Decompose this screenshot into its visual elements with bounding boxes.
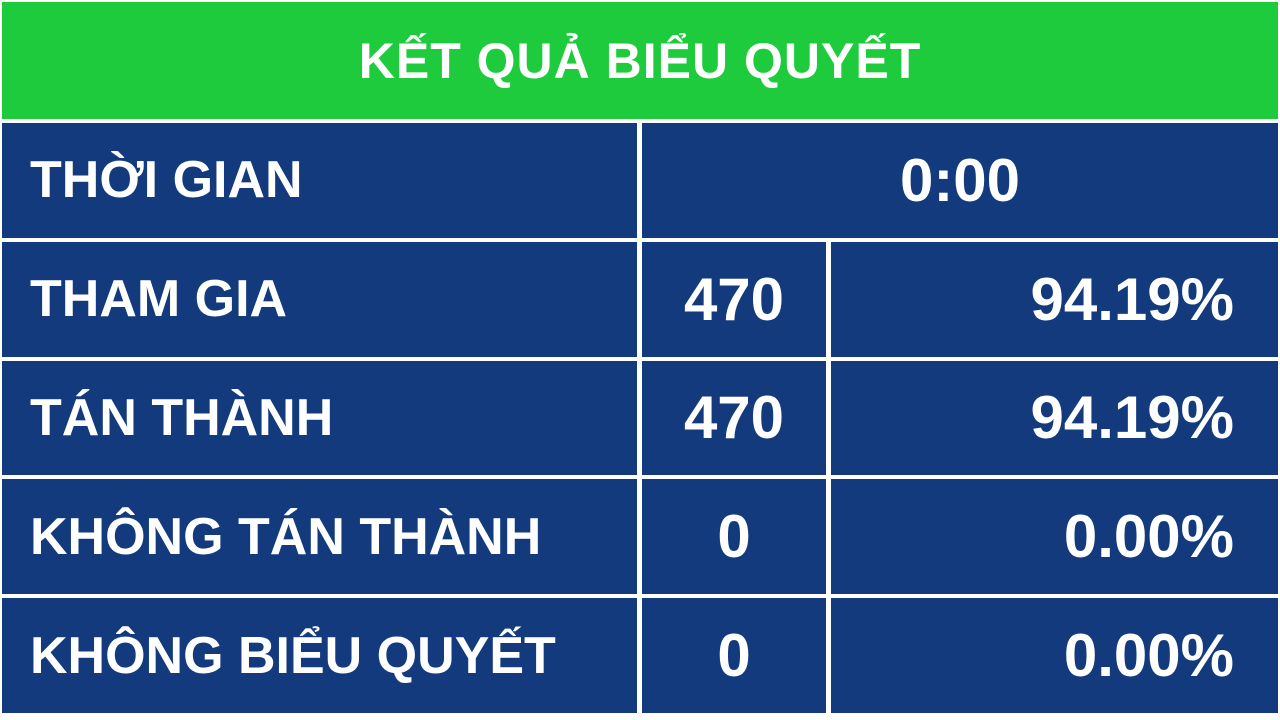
disapprove-percent: 0.00% xyxy=(831,479,1278,595)
board-title-text: KẾT QUẢ BIỂU QUYẾT xyxy=(358,32,922,89)
disapprove-count: 0 xyxy=(642,479,826,595)
row-abstain: KHÔNG BIỂU QUYẾT 0 0.00% xyxy=(2,598,1278,713)
abstain-percent: 0.00% xyxy=(831,598,1278,713)
row-time: THỜI GIAN 0:00 xyxy=(2,123,1278,238)
time-value: 0:00 xyxy=(642,123,1278,238)
participated-label: THAM GIA xyxy=(2,241,637,357)
time-label: THỜI GIAN xyxy=(2,123,637,238)
row-participated: THAM GIA 470 94.19% xyxy=(2,241,1278,357)
abstain-count: 0 xyxy=(642,598,826,713)
board-title: KẾT QUẢ BIỂU QUYẾT xyxy=(2,2,1278,119)
disapprove-label: KHÔNG TÁN THÀNH xyxy=(2,479,637,595)
participated-count: 470 xyxy=(642,241,826,357)
approve-label: TÁN THÀNH xyxy=(2,360,637,476)
approve-percent: 94.19% xyxy=(831,360,1278,476)
participated-percent: 94.19% xyxy=(831,241,1278,357)
row-disapprove: KHÔNG TÁN THÀNH 0 0.00% xyxy=(2,479,1278,595)
approve-count: 470 xyxy=(642,360,826,476)
abstain-label: KHÔNG BIỂU QUYẾT xyxy=(2,598,637,713)
row-approve: TÁN THÀNH 470 94.19% xyxy=(2,360,1278,476)
